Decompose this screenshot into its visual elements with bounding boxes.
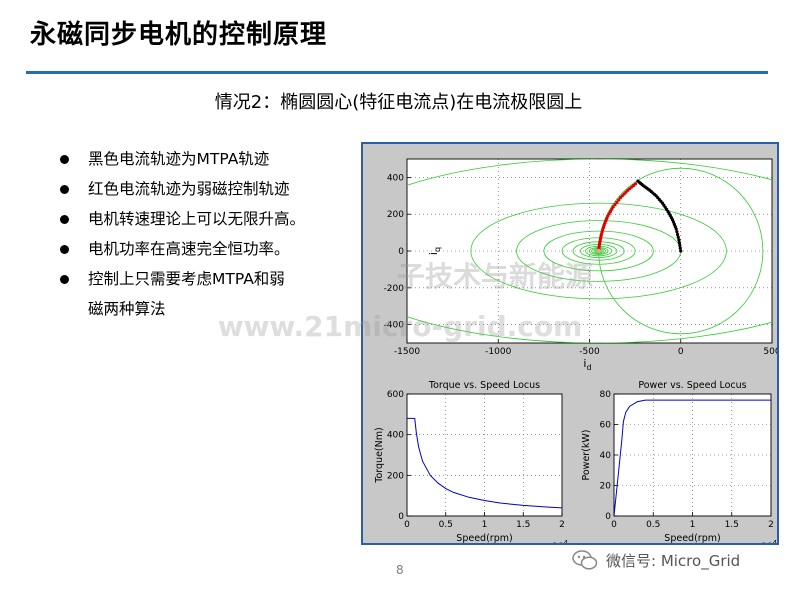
mtpa-trajectory-point [678, 243, 682, 248]
slide-title: 永磁同步电机的控制原理 [30, 20, 328, 50]
bullet-text: 控制上只需要考虑MTPA和弱 [88, 270, 285, 288]
bullet-item: 电机功率在高速完全恒功率。 [60, 234, 350, 264]
x-tick-label: 1.5 [725, 520, 739, 530]
x-tick-label: -1000 [485, 347, 511, 357]
flux-weakening-trajectory-point [607, 212, 611, 216]
wechat-icon [572, 550, 598, 570]
voltage-limit-ellipse [470, 202, 727, 300]
bullet-dot-icon [60, 185, 69, 194]
flux-weakening-trajectory-point [610, 207, 614, 211]
y-tick-label: 400 [387, 431, 404, 441]
bullet-dot-icon [60, 215, 69, 224]
y-tick-label: 0 [398, 512, 404, 522]
x-multiplier-exponent: 4 [773, 539, 777, 543]
bullet-list: 黑色电流轨迹为MTPA轨迹 红色电流轨迹为弱磁控制轨迹 电机转速理论上可以无限升… [60, 144, 350, 324]
plot-title: Torque vs. Speed Locus [428, 380, 540, 391]
voltage-limit-ellipse [561, 237, 636, 265]
y-tick-label: 40 [600, 451, 612, 461]
x-axis-label-sub: d [586, 363, 591, 372]
y-tick-label: 60 [600, 421, 612, 431]
flux-weakening-trajectory-point [617, 198, 621, 202]
bullet-dot-icon [60, 155, 69, 164]
y-tick-label: 600 [387, 390, 404, 400]
mtpa-trajectory-point [677, 241, 681, 245]
y-axis-label: Torque(Nm) [374, 427, 385, 483]
x-axis-label: id [583, 357, 591, 372]
y-axis-label-sub: q [433, 247, 442, 252]
x-tick-label: 1 [482, 520, 488, 530]
plot-title: Power vs. Speed Locus [638, 380, 746, 391]
bullet-text: 红色电流轨迹为弱磁控制轨迹 [88, 180, 290, 198]
flux-weakening-trajectory-point [613, 202, 617, 207]
y-tick-label: 200 [387, 210, 404, 220]
series-line [614, 399, 771, 516]
y-tick-label: -200 [384, 284, 405, 294]
x-axis-label: Speed(rpm) [664, 533, 720, 543]
mtpa-trajectory-point [676, 235, 680, 239]
mtpa-trajectory-point [675, 230, 679, 234]
x-tick-label: -1500 [394, 347, 420, 357]
plot-frame [406, 393, 563, 517]
x-tick-label: 1.5 [516, 520, 530, 530]
bullet-dot-icon [60, 275, 69, 284]
page-number: 8 [396, 563, 404, 577]
mtpa-trajectory-point [678, 246, 682, 250]
bullet-text: 磁两种算法 [88, 300, 166, 318]
x-tick-label: 2 [559, 520, 565, 530]
y-axis-label: iq [427, 247, 442, 255]
x-multiplier-label: x 104 [753, 539, 777, 543]
x-multiplier-exponent: 4 [564, 539, 569, 543]
figure-panel: -1500-1000-5000500-400-2000200400idiq00.… [361, 142, 779, 545]
x-tick-label: 0.5 [646, 520, 660, 530]
characteristic-current-point [596, 248, 601, 254]
bullet-item: 黑色电流轨迹为MTPA轨迹 [60, 144, 350, 174]
slide-subtitle: 情况2：椭圆圆心(特征电流点)在电流极限圆上 [214, 92, 583, 113]
flux-weakening-trajectory-point [618, 196, 623, 200]
small-plot-marks [407, 417, 562, 509]
main-plot-marks [407, 159, 772, 343]
x-tick-label: 1 [690, 520, 696, 530]
bullet-item: 红色电流轨迹为弱磁控制轨迹 [60, 174, 350, 204]
y-tick-label: 20 [600, 482, 612, 492]
x-multiplier-label: x 104 [544, 539, 569, 543]
flux-weakening-trajectory-point [611, 205, 615, 209]
figure-svg: -1500-1000-5000500-400-2000200400idiq00.… [374, 158, 777, 543]
flux-weakening-trajectory-point [615, 200, 619, 204]
bullet-text: 黑色电流轨迹为MTPA轨迹 [88, 150, 270, 168]
y-tick-label: 80 [600, 390, 612, 400]
mtpa-trajectory-point [675, 232, 680, 237]
y-tick-label: 0 [605, 512, 611, 522]
bullet-item: 电机转速理论上可以无限升高。 [60, 204, 350, 234]
bullet-text: 电机功率在高速完全恒功率。 [88, 240, 290, 258]
title-divider [26, 71, 768, 74]
flux-weakening-trajectory-point [608, 209, 613, 214]
series-line [407, 417, 562, 509]
mtpa-trajectory-point [677, 238, 681, 242]
y-tick-label: 0 [398, 247, 404, 257]
x-axis-label: Speed(rpm) [456, 533, 512, 543]
y-tick-label: -400 [384, 321, 405, 331]
x-tick-label: 0 [611, 520, 617, 530]
x-tick-label: 0 [404, 520, 410, 530]
wechat-id-text: 微信号: Micro_Grid [606, 551, 741, 570]
y-tick-label: 400 [387, 173, 404, 183]
small-plot-marks [614, 399, 771, 516]
plot-frame [613, 393, 772, 517]
x-tick-label: 2 [768, 520, 774, 530]
wechat-badge: 微信号: Micro_Grid [572, 547, 740, 573]
bullet-text: 电机转速理论上可以无限升高。 [88, 210, 306, 228]
x-tick-label: 500 [763, 347, 777, 357]
x-tick-label: 0 [678, 347, 684, 357]
y-axis-label: Power(kW) [581, 429, 592, 480]
voltage-limit-ellipse [543, 230, 654, 272]
bullet-item-continuation: 磁两种算法 [60, 294, 350, 324]
bullet-dot-icon [60, 245, 69, 254]
mtpa-trajectory-point [679, 249, 683, 253]
bullet-item: 控制上只需要考虑MTPA和弱 [60, 264, 350, 294]
y-tick-label: 200 [387, 471, 404, 481]
x-tick-label: -500 [579, 347, 600, 357]
x-tick-label: 0.5 [439, 520, 453, 530]
mtpa-trajectory-point [636, 179, 640, 183]
